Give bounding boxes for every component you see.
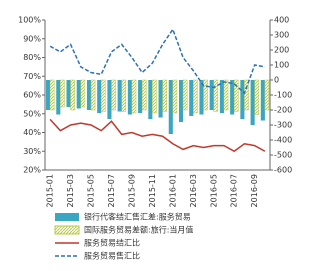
y-tick-label: 80% bbox=[23, 53, 41, 62]
x-tick-label: 2016-09 bbox=[250, 174, 259, 207]
bar bbox=[203, 79, 208, 111]
legend-label: 服务贸易售汇比 bbox=[84, 251, 140, 261]
y2-tick-label: -300 bbox=[274, 121, 292, 130]
bar bbox=[141, 79, 147, 111]
bar bbox=[131, 79, 137, 114]
bar bbox=[260, 80, 265, 121]
y2-tick-label: -600 bbox=[274, 166, 292, 175]
bar bbox=[219, 80, 224, 113]
legend-label: 银行代客结汇售汇差:服务贸易 bbox=[84, 212, 191, 222]
bar bbox=[46, 80, 51, 110]
x-tick-label: 2015-11 bbox=[148, 174, 157, 207]
x-tick-label: 2016-01 bbox=[168, 174, 177, 207]
x-tick-label: 2015-03 bbox=[66, 174, 75, 207]
bar bbox=[193, 79, 198, 114]
x-tick-label: 2016-03 bbox=[189, 174, 198, 207]
bar bbox=[209, 80, 214, 110]
bar bbox=[148, 80, 153, 119]
bar bbox=[70, 79, 75, 111]
legend-swatch bbox=[55, 213, 79, 221]
x-tick-label: 2016-05 bbox=[209, 174, 218, 207]
bar bbox=[97, 80, 102, 113]
bar bbox=[223, 79, 229, 111]
y-tick-label: 70% bbox=[23, 72, 41, 81]
y-tick-label: 40% bbox=[23, 128, 41, 137]
bar bbox=[162, 79, 167, 112]
y2-tick-label: 0 bbox=[274, 76, 279, 85]
y-tick-label: 50% bbox=[23, 109, 41, 118]
x-tick-label: 2015-07 bbox=[107, 174, 116, 207]
y2-tick-label: 400 bbox=[274, 16, 289, 25]
bar bbox=[76, 80, 81, 109]
y2-tick-label: -100 bbox=[274, 91, 292, 100]
bar bbox=[178, 80, 184, 122]
bar bbox=[127, 80, 132, 115]
bar bbox=[240, 80, 245, 119]
legend-swatch bbox=[54, 225, 80, 235]
bar bbox=[90, 79, 96, 111]
bar bbox=[168, 80, 173, 134]
bar bbox=[107, 80, 112, 119]
bar bbox=[117, 80, 122, 112]
y2-tick-label: -500 bbox=[274, 151, 292, 160]
y2-tick-label: 200 bbox=[274, 46, 289, 55]
bar bbox=[80, 79, 86, 108]
y-tick-label: 90% bbox=[23, 34, 41, 43]
legend-label: 服务贸易结汇比 bbox=[84, 238, 140, 248]
bar bbox=[189, 80, 194, 116]
y-tick-label: 60% bbox=[23, 91, 41, 100]
bar bbox=[244, 79, 249, 111]
y-tick-label: 100% bbox=[18, 16, 41, 25]
y2-tick-label: -200 bbox=[274, 106, 292, 115]
x-tick-label: 2015-05 bbox=[87, 174, 96, 207]
bar bbox=[86, 80, 92, 110]
bar bbox=[56, 80, 61, 115]
y-tick-label: 20% bbox=[23, 166, 41, 175]
bar bbox=[233, 79, 239, 112]
y2-tick-label: 300 bbox=[274, 31, 289, 40]
bar bbox=[152, 79, 157, 114]
bar bbox=[101, 79, 106, 112]
bar bbox=[199, 80, 204, 115]
x-tick-label: 2015-01 bbox=[46, 174, 55, 207]
bar bbox=[111, 79, 116, 111]
x-tick-label: 2015-09 bbox=[127, 174, 136, 207]
bar bbox=[121, 79, 127, 112]
x-tick-label: 2016-07 bbox=[230, 174, 239, 207]
bar bbox=[250, 80, 255, 125]
bar bbox=[182, 79, 188, 111]
bar bbox=[66, 80, 71, 107]
chart: 20% 30% 40% 50% 60% 70% 80% 90% 100% -600 -500 -400… bbox=[18, 16, 292, 261]
bar bbox=[49, 79, 55, 111]
bar bbox=[138, 80, 143, 113]
y2-tick-label: 100 bbox=[274, 61, 289, 70]
bar bbox=[230, 80, 235, 115]
bar bbox=[213, 79, 219, 112]
line bbox=[49, 27, 266, 95]
bar bbox=[264, 79, 270, 111]
y-tick-label: 30% bbox=[23, 147, 41, 156]
legend-label: 国际服务贸易差额:旅行:当月值 bbox=[84, 225, 193, 235]
bar bbox=[60, 79, 65, 108]
bar bbox=[172, 79, 178, 114]
line bbox=[49, 118, 266, 153]
y2-tick-label: -400 bbox=[274, 136, 292, 145]
bar bbox=[254, 79, 259, 115]
bar bbox=[158, 80, 163, 118]
